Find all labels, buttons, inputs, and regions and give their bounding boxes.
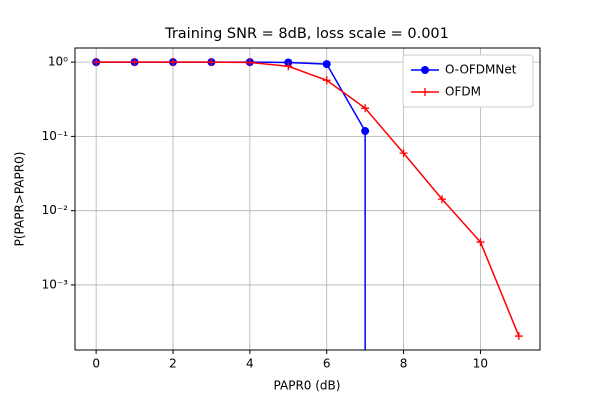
legend-marker (421, 66, 429, 74)
x-tick-label: 0 (92, 357, 100, 371)
chart-title: Training SNR = 8dB, loss scale = 0.001 (164, 26, 449, 42)
marker (245, 58, 254, 67)
marker (361, 104, 370, 113)
legend-label: OFDM (445, 85, 481, 99)
marker (322, 60, 331, 69)
x-tick-label: 4 (246, 357, 254, 371)
marker (399, 149, 408, 158)
y-tick-label: 10⁰ (48, 55, 68, 69)
y-tick-label: 10⁻² (42, 203, 69, 217)
x-tick-label: 10 (473, 357, 488, 371)
marker (207, 58, 216, 67)
y-tick-label: 10⁻¹ (42, 129, 69, 143)
x-tick-label: 2 (169, 357, 177, 371)
marker (130, 58, 139, 67)
series-line (96, 61, 366, 350)
marker (322, 76, 331, 85)
marker (476, 238, 485, 247)
axes-frame (74, 47, 541, 351)
marker (284, 62, 293, 71)
plot-area (92, 58, 523, 374)
marker (361, 366, 369, 374)
series-line (96, 61, 520, 337)
legend-label: O-OFDMNet (445, 63, 517, 77)
x-axis-label: PAPR0 (dB) (274, 379, 341, 393)
y-tick-label: 10⁻³ (42, 277, 69, 291)
marker (438, 195, 447, 204)
y-axis-label: P(PAPR>PAPR0) (13, 152, 27, 247)
marker (514, 332, 523, 341)
marker (92, 58, 101, 67)
legend-box (402, 54, 534, 108)
marker (361, 127, 370, 136)
x-tick-label: 6 (323, 357, 331, 371)
marker (168, 58, 177, 67)
legend-marker (421, 88, 429, 96)
x-tick-label: 8 (400, 357, 408, 371)
